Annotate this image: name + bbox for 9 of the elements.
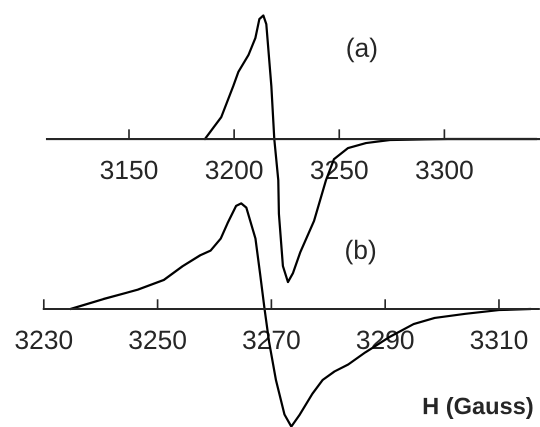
annotation: (b) — [346, 240, 376, 264]
x-tick-label: 3300 — [416, 160, 473, 180]
x-tick-label: 3250 — [129, 330, 186, 350]
x-axis-title: H (Gauss) — [424, 396, 533, 419]
x-tick-label: 3150 — [100, 160, 158, 180]
x-tick-label: 3230 — [15, 330, 72, 350]
x-tick-label: 3200 — [206, 160, 262, 180]
annotation: (a) — [347, 38, 376, 62]
x-tick-label: 3310 — [470, 330, 528, 350]
